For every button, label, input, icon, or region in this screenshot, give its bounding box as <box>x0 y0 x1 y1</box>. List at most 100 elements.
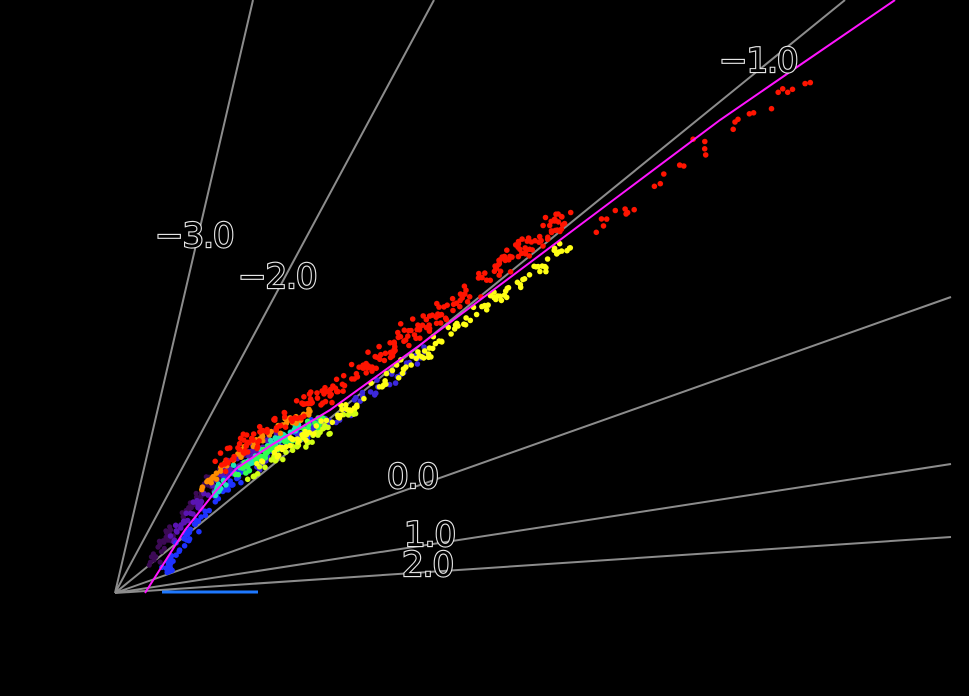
data-point <box>281 414 288 420</box>
data-point <box>185 529 192 535</box>
data-point <box>314 390 320 396</box>
data-point <box>165 537 171 543</box>
data-point <box>598 216 605 222</box>
data-point <box>237 435 244 442</box>
data-point <box>387 354 394 361</box>
data-point <box>522 245 528 251</box>
data-point <box>528 239 535 245</box>
data-point <box>537 268 543 275</box>
data-point <box>365 349 371 356</box>
slope-label: −3.0 <box>155 216 234 256</box>
data-point <box>213 476 220 482</box>
data-point <box>289 416 295 423</box>
data-point <box>306 391 313 397</box>
data-point <box>651 183 658 190</box>
data-point <box>250 431 257 437</box>
data-point <box>321 391 327 397</box>
data-point <box>457 291 464 297</box>
data-point <box>181 543 188 549</box>
data-point <box>381 357 388 364</box>
data-point <box>373 390 379 397</box>
data-point <box>275 452 282 459</box>
data-point <box>329 419 336 426</box>
data-point <box>567 209 574 216</box>
data-point <box>426 322 433 328</box>
data-point <box>462 322 469 328</box>
data-point <box>340 372 347 379</box>
data-point <box>343 402 349 408</box>
data-point <box>349 376 355 382</box>
data-point <box>199 484 206 490</box>
slope-label: 2.0 <box>402 545 453 585</box>
data-point <box>373 354 380 361</box>
data-point <box>254 443 261 450</box>
data-point <box>593 229 600 236</box>
data-point <box>307 408 313 415</box>
data-point <box>282 424 289 431</box>
data-point <box>432 340 439 347</box>
data-point <box>405 327 412 334</box>
data-point <box>551 247 557 254</box>
data-point <box>231 453 237 460</box>
data-point <box>413 355 420 362</box>
data-point <box>536 239 542 245</box>
data-point <box>253 456 259 462</box>
data-point <box>183 510 189 517</box>
data-point <box>702 152 709 158</box>
data-point <box>191 521 198 527</box>
data-point <box>382 350 389 357</box>
data-point <box>341 382 348 389</box>
data-point <box>496 272 503 279</box>
reference-line <box>114 0 435 594</box>
slope-label: 0.0 <box>387 457 438 497</box>
data-point <box>244 476 251 483</box>
data-point <box>448 331 454 337</box>
data-point <box>235 445 241 451</box>
data-point <box>190 511 196 517</box>
data-point <box>406 342 412 349</box>
data-point <box>433 314 440 321</box>
data-point <box>433 320 440 327</box>
data-point <box>354 404 360 410</box>
data-point <box>212 458 218 465</box>
data-point <box>223 482 229 488</box>
data-point <box>526 246 533 253</box>
data-point <box>383 370 390 377</box>
data-point <box>395 329 401 336</box>
data-point <box>807 79 814 86</box>
data-point <box>509 254 515 260</box>
data-point <box>603 216 610 222</box>
data-point <box>498 297 505 304</box>
data-point <box>173 552 179 558</box>
data-point <box>657 180 664 187</box>
data-point <box>482 270 488 276</box>
data-point <box>198 514 204 520</box>
data-point <box>421 348 428 354</box>
data-point <box>496 260 503 267</box>
data-point <box>701 146 708 152</box>
data-point <box>195 518 202 524</box>
data-point <box>379 384 386 390</box>
data-point <box>397 321 404 327</box>
data-point <box>280 456 286 463</box>
data-point <box>543 268 549 275</box>
reference-line <box>114 536 952 594</box>
data-point <box>250 473 257 480</box>
data-point <box>353 394 359 401</box>
data-point <box>225 459 231 466</box>
data-point <box>271 449 278 456</box>
data-point <box>429 345 436 352</box>
data-point <box>507 269 514 275</box>
data-point <box>545 234 551 240</box>
data-point <box>551 218 558 224</box>
data-point <box>163 528 169 534</box>
data-point <box>750 110 757 116</box>
data-point <box>514 279 521 286</box>
data-point <box>442 315 449 322</box>
data-point <box>420 313 427 319</box>
data-point <box>287 435 294 441</box>
data-point <box>238 479 244 486</box>
data-point <box>419 354 425 360</box>
data-point <box>768 105 775 112</box>
data-point <box>235 471 242 478</box>
